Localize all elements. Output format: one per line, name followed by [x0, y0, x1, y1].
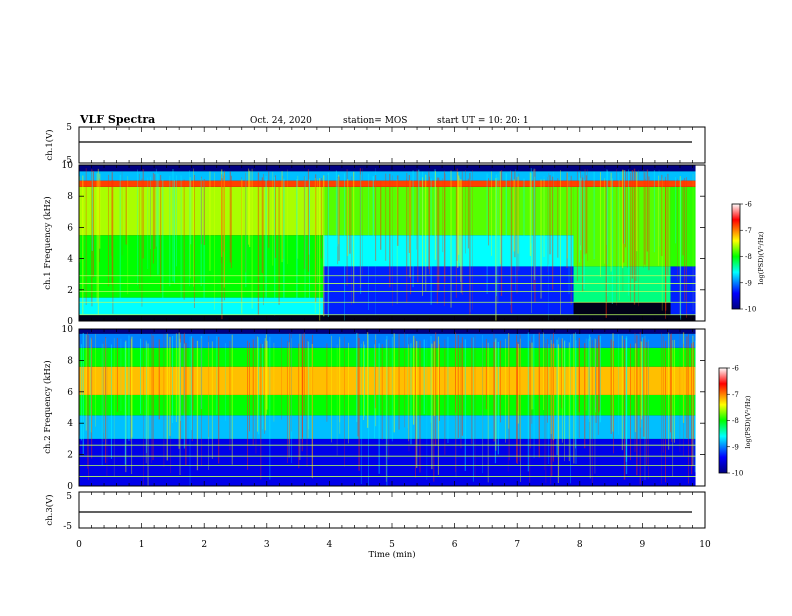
ch1-colorbar: -6 -7 -8 -9 -10 log(PSD)(V²/Hz): [731, 201, 765, 314]
ytick-label: 8: [67, 356, 73, 366]
ytick-label: 8: [67, 192, 73, 202]
colorbar-tick-label: -10: [732, 470, 743, 478]
xtick-label: 0: [76, 540, 82, 550]
xtick-label: 3: [264, 540, 270, 550]
spectrogram-band: [79, 438, 696, 486]
ch2-spectrogram-ylabel: ch.2 Frequency (kHz): [42, 360, 53, 453]
spectrogram-band: [79, 165, 696, 172]
no-data-strip: [695, 165, 705, 321]
ytick-label: 4: [67, 419, 73, 429]
spectrogram-band: [79, 394, 696, 416]
ch2-colorbar-label: log(PSD)(V²/Hz): [744, 395, 752, 448]
xtick-label: 10: [699, 540, 711, 550]
ytick-label: 0: [67, 482, 73, 492]
ytick-label: 0: [67, 317, 73, 327]
figure-title: VLF Spectra: [79, 113, 155, 126]
colorbar-tick-label: -7: [745, 227, 752, 235]
spectrogram-band: [79, 180, 696, 187]
ch1-colorbar-label: log(PSD)(V²/Hz): [757, 231, 765, 284]
xtick-label: 1: [139, 540, 145, 550]
spectrogram-band: [79, 333, 696, 348]
xtick-label: 2: [201, 540, 207, 550]
time-axis-label: Time (min): [368, 549, 415, 560]
ytick-label: 6: [67, 388, 73, 398]
spectrogram-band: [79, 235, 324, 298]
spectrogram-band: [670, 266, 696, 315]
station-label: station= MOS: [343, 116, 407, 126]
ch3-ytick-top: 5: [66, 492, 72, 502]
colorbar-tick-label: -6: [745, 201, 752, 209]
spectrogram-band: [79, 297, 324, 315]
ch3-ytick-bottom: -5: [63, 522, 72, 532]
spectrogram-band: [323, 266, 574, 315]
xtick-label: 9: [640, 540, 646, 550]
colorbar-tick-label: -8: [732, 417, 739, 425]
colorbar-tick-label: -8: [745, 253, 752, 261]
spectrogram-band: [79, 171, 696, 181]
ytick-label: 6: [67, 223, 73, 233]
ytick-label: 10: [62, 161, 74, 171]
ch3-voltage-ylabel: ch.3(V): [44, 494, 55, 525]
ch1-voltage-panel: 5 -5 ch.1(V): [44, 123, 706, 166]
spectrogram-band: [79, 366, 696, 395]
xtick-label: 4: [327, 540, 333, 550]
ch2-spectrogram-panel: 10 8 6 4 2 0 ch.2 Frequency (kHz): [42, 325, 706, 492]
colorbar-tick-label: -10: [745, 306, 756, 314]
xtick-label: 5: [389, 540, 395, 550]
ch1-spectrogram-ylabel: ch.1 Frequency (kHz): [42, 196, 53, 289]
spectrogram-band: [323, 186, 574, 236]
spectrogram-band: [573, 266, 671, 303]
spectrogram-band: [573, 186, 671, 267]
ytick-label: 4: [67, 255, 73, 265]
spectrogram-band: [79, 186, 324, 236]
xtick-label: 6: [452, 540, 458, 550]
ch2-colorbar: -6 -7 -8 -9 -10 log(PSD)(V²/Hz): [718, 365, 752, 478]
ch3-voltage-panel: 5 -5 ch.3(V) 0 1 2 3 4 5 6 7 8 9 10 Time (min): [44, 491, 711, 560]
ch1-ytick-top: 5: [66, 123, 72, 133]
spectrogram-band: [670, 186, 696, 267]
xtick-label: 8: [577, 540, 583, 550]
start-time-label: start UT = 10: 20: 1: [437, 116, 529, 126]
date-label: Oct. 24, 2020: [250, 116, 312, 126]
colorbar-tick-label: -7: [732, 391, 739, 399]
colorbar-tick-label: -9: [745, 279, 752, 287]
ytick-label: 2: [67, 286, 73, 296]
colorbar-tick-label: -9: [732, 443, 739, 451]
no-data-strip: [695, 329, 705, 486]
ytick-label: 2: [67, 451, 73, 461]
ytick-label: 10: [62, 325, 74, 335]
spectrogram-band: [323, 235, 574, 267]
ch1-ytick-bottom: -5: [63, 156, 72, 166]
spectrogram-band: [79, 329, 696, 334]
spectrogram-band: [79, 347, 696, 367]
xtick-label: 7: [514, 540, 520, 550]
colorbar-tick-label: -6: [732, 365, 739, 373]
spectrogram-band: [79, 415, 696, 439]
ch1-voltage-ylabel: ch.1(V): [44, 129, 55, 160]
ch1-spectrogram-panel: 10 8 6 4 2 0 ch.1 Frequency (kHz): [42, 161, 706, 327]
